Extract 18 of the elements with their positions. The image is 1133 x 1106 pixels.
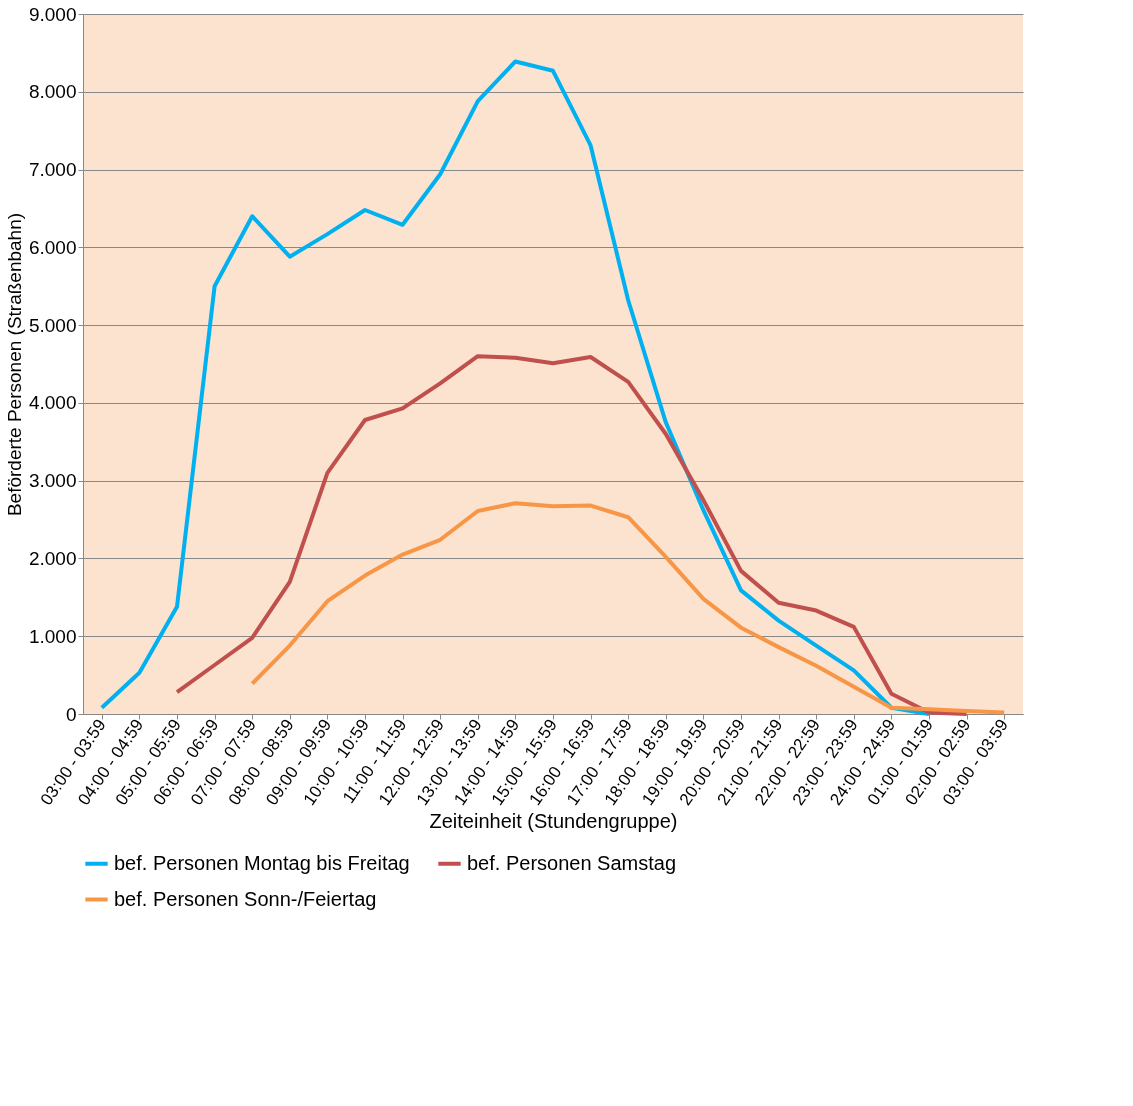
y-tick-label: 7.000 bbox=[28, 159, 77, 181]
y-tick-label: 9.000 bbox=[28, 3, 77, 25]
y-tick-label: 0 bbox=[65, 703, 77, 725]
y-tick-label: 8.000 bbox=[28, 81, 77, 103]
legend-label: bef. Personen Sonn-/Feiertag bbox=[114, 887, 377, 910]
y-tick-label: 4.000 bbox=[28, 392, 77, 414]
y-tick-label: 3.000 bbox=[28, 470, 77, 492]
y-tick-label: 5.000 bbox=[28, 314, 77, 336]
line-series bbox=[175, 354, 969, 716]
y-axis-title: Beförderte Personen (Straßenbahn) bbox=[3, 212, 25, 517]
y-tick-label: 2.000 bbox=[28, 547, 77, 569]
y-tick-label: 1.000 bbox=[28, 625, 77, 647]
line-series bbox=[250, 501, 1007, 715]
line-series bbox=[99, 59, 931, 716]
x-axis-title: Zeiteinheit (Stundengruppe) bbox=[429, 810, 678, 833]
legend-label: bef. Personen Samstag bbox=[467, 851, 677, 874]
y-tick-label: 6.000 bbox=[28, 236, 77, 258]
legend-label: bef. Personen Montag bis Freitag bbox=[114, 851, 410, 874]
